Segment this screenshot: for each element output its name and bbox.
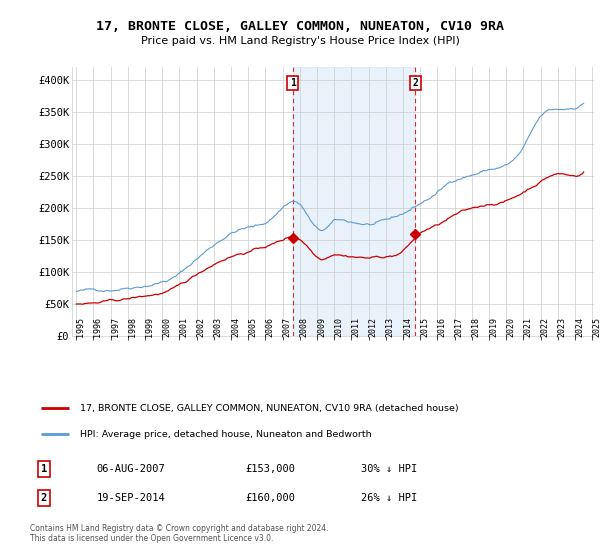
Text: 2012: 2012: [368, 317, 377, 337]
Text: 2: 2: [41, 493, 47, 503]
Text: 2010: 2010: [334, 317, 343, 337]
Text: 2019: 2019: [489, 317, 498, 337]
Text: 1998: 1998: [128, 317, 137, 337]
Text: 2025: 2025: [592, 317, 600, 337]
Text: 2013: 2013: [386, 317, 395, 337]
Text: 30% ↓ HPI: 30% ↓ HPI: [361, 464, 418, 474]
Text: 2022: 2022: [541, 317, 550, 337]
Text: 06-AUG-2007: 06-AUG-2007: [96, 464, 165, 474]
Text: 2021: 2021: [523, 317, 532, 337]
Text: 1996: 1996: [94, 317, 103, 337]
Text: Price paid vs. HM Land Registry's House Price Index (HPI): Price paid vs. HM Land Registry's House …: [140, 36, 460, 46]
Text: 2001: 2001: [179, 317, 188, 337]
Text: 2007: 2007: [283, 317, 292, 337]
Text: 2003: 2003: [214, 317, 223, 337]
Text: 1997: 1997: [110, 317, 119, 337]
Text: 2024: 2024: [575, 317, 584, 337]
Text: 2016: 2016: [437, 317, 446, 337]
Text: 1: 1: [41, 464, 47, 474]
Text: 26% ↓ HPI: 26% ↓ HPI: [361, 493, 418, 503]
Text: 2002: 2002: [197, 317, 206, 337]
Text: 17, BRONTE CLOSE, GALLEY COMMON, NUNEATON, CV10 9RA: 17, BRONTE CLOSE, GALLEY COMMON, NUNEATO…: [96, 20, 504, 32]
Text: 1995: 1995: [76, 317, 85, 337]
Text: 2011: 2011: [352, 317, 361, 337]
Text: 2015: 2015: [420, 317, 429, 337]
Text: HPI: Average price, detached house, Nuneaton and Bedworth: HPI: Average price, detached house, Nune…: [80, 430, 371, 439]
Text: £153,000: £153,000: [245, 464, 295, 474]
Text: 2004: 2004: [231, 317, 240, 337]
Text: 2020: 2020: [506, 317, 515, 337]
Text: 2000: 2000: [162, 317, 171, 337]
Text: 2009: 2009: [317, 317, 326, 337]
Text: 1999: 1999: [145, 317, 154, 337]
Text: 1: 1: [290, 78, 296, 88]
Text: 2008: 2008: [300, 317, 309, 337]
Text: £160,000: £160,000: [245, 493, 295, 503]
Text: 2023: 2023: [558, 317, 567, 337]
Text: 2: 2: [413, 78, 418, 88]
Text: 17, BRONTE CLOSE, GALLEY COMMON, NUNEATON, CV10 9RA (detached house): 17, BRONTE CLOSE, GALLEY COMMON, NUNEATO…: [80, 404, 458, 413]
Text: 2005: 2005: [248, 317, 257, 337]
Text: 2006: 2006: [265, 317, 274, 337]
Bar: [293, 67, 415, 336]
Text: 2018: 2018: [472, 317, 481, 337]
Text: 2017: 2017: [455, 317, 464, 337]
Text: 2014: 2014: [403, 317, 412, 337]
Text: Contains HM Land Registry data © Crown copyright and database right 2024.
This d: Contains HM Land Registry data © Crown c…: [30, 524, 329, 543]
Text: 19-SEP-2014: 19-SEP-2014: [96, 493, 165, 503]
